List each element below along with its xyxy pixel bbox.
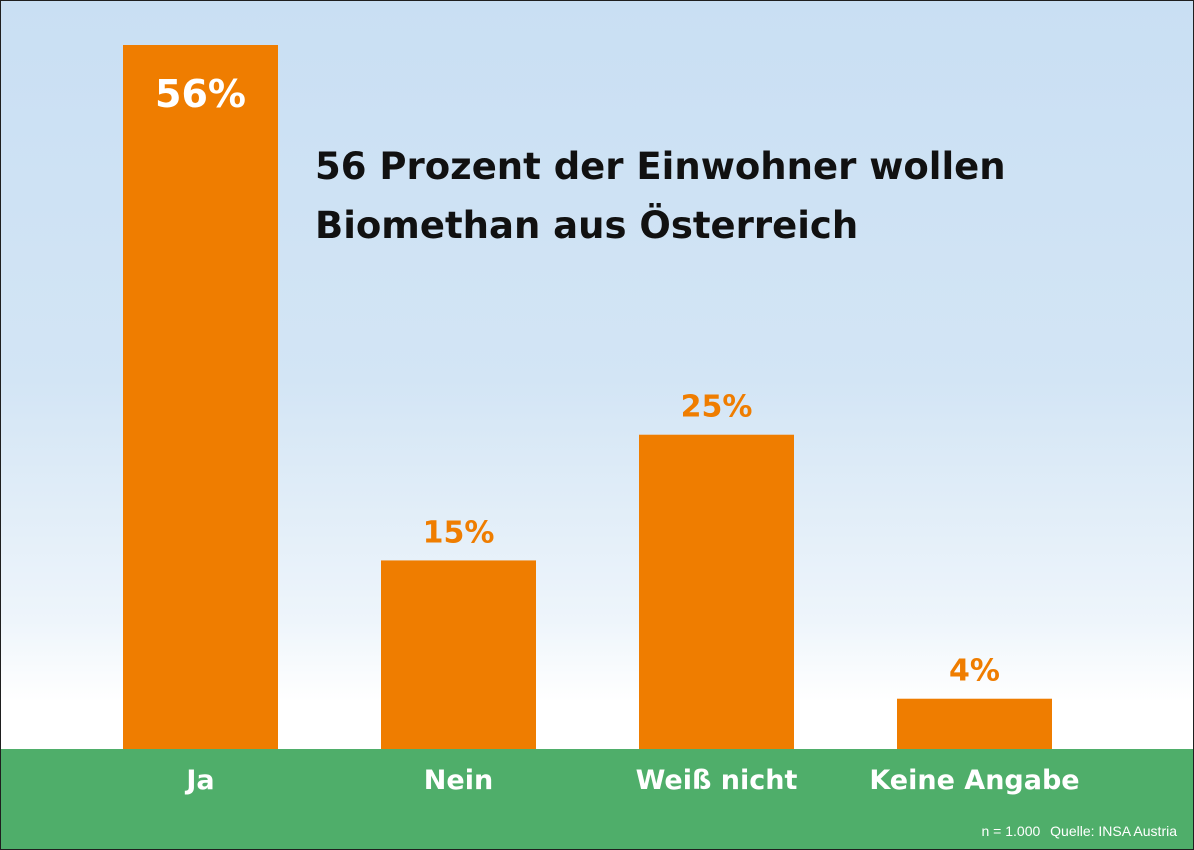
- bar-1: [381, 560, 536, 749]
- bar-value-label-0: 56%: [155, 72, 246, 116]
- category-label-0: Ja: [184, 765, 214, 796]
- chart-title: 56 Prozent der Einwohner wollen Biometha…: [315, 137, 1075, 255]
- chart-title-line-1: 56 Prozent der Einwohner wollen: [315, 145, 1006, 188]
- bar-value-label-1: 15%: [423, 515, 495, 550]
- category-label-3: Keine Angabe: [869, 765, 1079, 796]
- category-axis-band: Ja Nein Weiß nicht Keine Angabe n = 1.000 Q…: [1, 749, 1193, 849]
- bar-3: [897, 698, 1052, 749]
- bar-2: [639, 434, 794, 749]
- footnote: n = 1.000 Quelle: INSA Austria: [981, 823, 1177, 839]
- sample-size-note: n = 1.000: [981, 823, 1041, 839]
- bar-value-label-2: 25%: [681, 390, 753, 425]
- category-axis: Ja Nein Weiß nicht Keine Angabe: [184, 765, 1079, 796]
- category-label-2: Weiß nicht: [636, 765, 798, 796]
- source-note: Quelle: INSA Austria: [1050, 823, 1177, 839]
- chart-title-line-2: Biomethan aus Österreich: [315, 204, 859, 247]
- category-label-1: Nein: [424, 765, 493, 796]
- bar-value-label-3: 4%: [949, 654, 1000, 689]
- bar-0: [123, 45, 278, 749]
